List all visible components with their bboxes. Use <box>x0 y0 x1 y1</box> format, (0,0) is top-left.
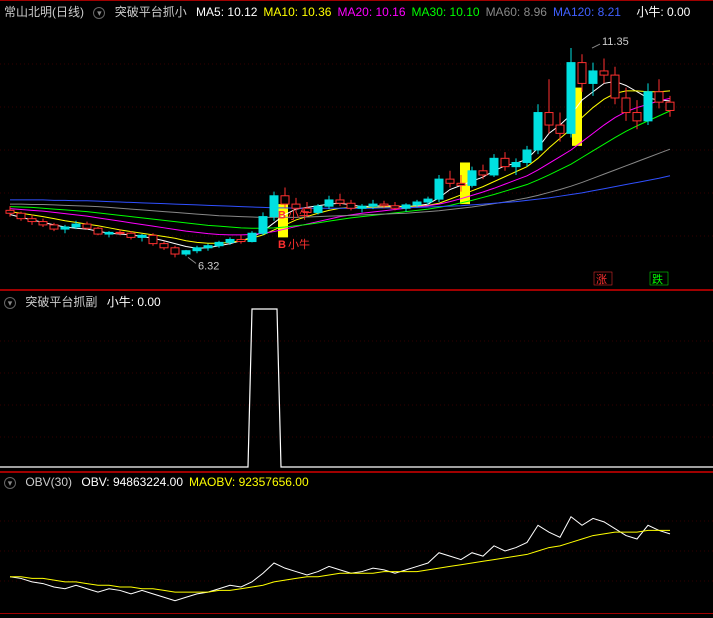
ma-value: MA20: 10.16 <box>337 5 405 19</box>
ma-value: MA60: 8.96 <box>486 5 547 19</box>
sub-title: 突破平台抓副 <box>25 295 97 309</box>
collapse-icon[interactable]: ▾ <box>4 477 16 489</box>
svg-text:B: B <box>278 239 286 251</box>
svg-text:涨: 涨 <box>596 273 607 286</box>
svg-text:小牛: 小牛 <box>288 237 310 251</box>
ma-value: MA120: 8.21 <box>553 5 621 19</box>
main-chart-panel[interactable]: 常山北明(日线) ▾ 突破平台抓小 MA5: 10.12MA10: 10.36M… <box>0 0 713 290</box>
ma-value: MA5: 10.12 <box>196 5 257 19</box>
collapse-icon[interactable]: ▾ <box>93 7 105 19</box>
collapse-icon[interactable]: ▾ <box>4 297 16 309</box>
ma-value: MA30: 10.10 <box>412 5 480 19</box>
svg-text:11.35: 11.35 <box>602 36 629 48</box>
obv-values: OBV: 94863224.00 MAOBV: 92357656.00 <box>81 475 314 489</box>
indicator-title: 突破平台抓小 <box>115 5 187 19</box>
ma-value: MA10: 10.36 <box>263 5 331 19</box>
obv-value: OBV: 94863224.00 <box>81 475 183 489</box>
svg-text:B: B <box>278 210 286 222</box>
obv-chart-svg[interactable] <box>0 473 713 615</box>
stock-title: 常山北明(日线) <box>4 5 84 19</box>
sub-chart-svg[interactable] <box>0 291 713 473</box>
obv-panel[interactable]: ▾ OBV(30) OBV: 94863224.00 MAOBV: 9235765… <box>0 472 713 614</box>
sub-indicator-panel[interactable]: ▾ 突破平台抓副 小牛: 0.00 <box>0 290 713 472</box>
sub-extra: 小牛: 0.00 <box>107 295 161 309</box>
obv-value: MAOBV: 92357656.00 <box>189 475 309 489</box>
ma-header: MA5: 10.12 MA10: 10.36 MA20: 10.16 MA30: 10… <box>196 5 627 19</box>
obv-title: OBV(30) <box>25 475 72 489</box>
sub-header: ▾ 突破平台抓副 小牛: 0.00 <box>0 291 713 309</box>
obv-header: ▾ OBV(30) OBV: 94863224.00 MAOBV: 9235765… <box>0 473 713 491</box>
main-chart-svg[interactable]: 11.356.32B小牛B小牛涨跌 <box>0 1 713 291</box>
svg-text:6.32: 6.32 <box>198 260 219 272</box>
extra-header: 小牛: 0.00 <box>636 5 690 19</box>
svg-text:跌: 跌 <box>652 272 663 286</box>
svg-text:小牛: 小牛 <box>288 208 310 222</box>
main-header: 常山北明(日线) ▾ 突破平台抓小 MA5: 10.12MA10: 10.36M… <box>0 1 713 19</box>
